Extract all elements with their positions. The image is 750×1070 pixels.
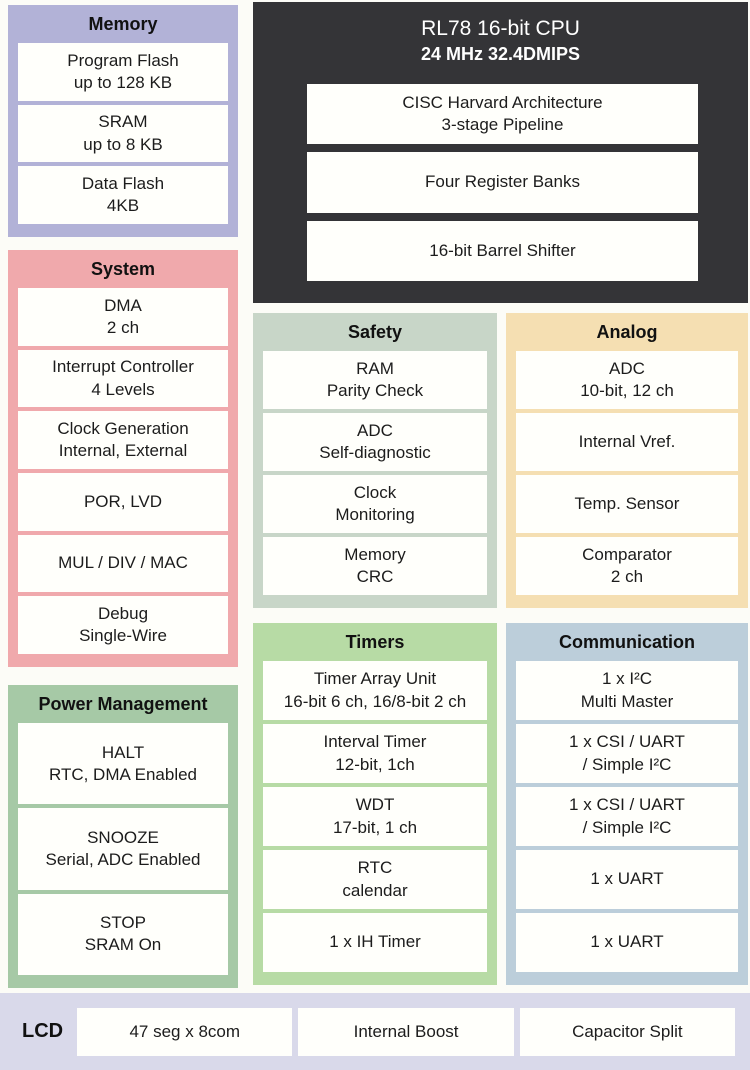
- system-item-clock-generation: Clock Generation Internal, External: [18, 411, 228, 470]
- safety-item-adc-self-diagnostic: ADC Self-diagnostic: [263, 413, 487, 471]
- analog-item-internal-vref: Internal Vref.: [516, 413, 738, 471]
- communication-item-i2c: 1 x I²C Multi Master: [516, 661, 738, 720]
- analog-item-temp-sensor: Temp. Sensor: [516, 475, 738, 533]
- system-item-interrupt-controller: Interrupt Controller 4 Levels: [18, 349, 228, 408]
- timers-cells: Timer Array Unit 16-bit 6 ch, 16/8-bit 2…: [253, 661, 497, 985]
- power-management-block: Power Management HALT RTC, DMA Enabled S…: [8, 685, 238, 988]
- power-management-block-title: Power Management: [38, 693, 208, 714]
- power-item-snooze: SNOOZE Serial, ADC Enabled: [18, 808, 228, 890]
- memory-item-data-flash: Data Flash 4KB: [18, 166, 228, 225]
- power-management-cells: HALT RTC, DMA Enabled SNOOZE Serial, ADC…: [8, 723, 238, 988]
- lcd-item-segments: 47 seg x 8com: [77, 1007, 293, 1056]
- timers-item-interval-timer: Interval Timer 12-bit, 1ch: [263, 724, 487, 783]
- system-item-mul-div-mac: MUL / DIV / MAC: [18, 534, 228, 593]
- communication-block-title: Communication: [558, 631, 695, 652]
- lcd-block-title: LCD: [22, 1020, 64, 1042]
- safety-item-ram-parity: RAM Parity Check: [263, 351, 487, 409]
- analog-block-title: Analog: [596, 321, 658, 342]
- cpu-feature-register-banks: Four Register Banks: [307, 152, 698, 213]
- cpu-title: RL78 16-bit CPU: [421, 17, 580, 40]
- system-item-por-lvd: POR, LVD: [18, 473, 228, 531]
- safety-block-title: Safety: [347, 321, 403, 342]
- cpu-features: CISC Harvard Architecture 3-stage Pipeli…: [253, 80, 748, 303]
- power-item-stop: STOP SRAM On: [18, 893, 228, 975]
- memory-item-sram: SRAM up to 8 KB: [18, 104, 228, 163]
- memory-block: Memory Program Flash up to 128 KB SRAM u…: [8, 5, 238, 237]
- communication-item-uart-2: 1 x UART: [516, 913, 738, 972]
- safety-item-clock-monitoring: Clock Monitoring: [263, 475, 487, 533]
- cpu-header: RL78 16-bit CPU 24 MHz 32.4DMIPS: [253, 2, 748, 80]
- analog-item-comparator: Comparator 2 ch: [516, 537, 738, 595]
- lcd-cells: 47 seg x 8com Internal Boost Capacitor S…: [77, 1007, 735, 1056]
- memory-block-title: Memory: [88, 13, 158, 34]
- cpu-feature-architecture: CISC Harvard Architecture 3-stage Pipeli…: [307, 84, 698, 145]
- timers-item-rtc: RTC calendar: [263, 850, 487, 909]
- lcd-block: LCD 47 seg x 8com Internal Boost Capacit…: [0, 993, 750, 1070]
- memory-item-program-flash: Program Flash up to 128 KB: [18, 43, 228, 101]
- timers-block: Timers Timer Array Unit 16-bit 6 ch, 16/…: [253, 623, 497, 985]
- safety-cells: RAM Parity Check ADC Self-diagnostic Clo…: [253, 351, 497, 608]
- cpu-feature-barrel-shifter: 16-bit Barrel Shifter: [307, 220, 698, 281]
- memory-cells: Program Flash up to 128 KB SRAM up to 8 …: [8, 43, 238, 237]
- timers-item-wdt: WDT 17-bit, 1 ch: [263, 787, 487, 846]
- communication-block: Communication 1 x I²C Multi Master 1 x C…: [506, 623, 748, 985]
- communication-cells: 1 x I²C Multi Master 1 x CSI / UART / Si…: [506, 661, 748, 985]
- system-block: System DMA 2 ch Interrupt Controller 4 L…: [8, 250, 238, 667]
- analog-cells: ADC 10-bit, 12 ch Internal Vref. Temp. S…: [506, 351, 748, 608]
- communication-item-csi-uart-1: 1 x CSI / UART / Simple I²C: [516, 724, 738, 783]
- lcd-item-internal-boost: Internal Boost: [298, 1007, 514, 1056]
- analog-item-adc: ADC 10-bit, 12 ch: [516, 351, 738, 409]
- cpu-block: RL78 16-bit CPU 24 MHz 32.4DMIPS CISC Ha…: [253, 2, 748, 303]
- safety-item-memory-crc: Memory CRC: [263, 537, 487, 595]
- power-item-halt: HALT RTC, DMA Enabled: [18, 723, 228, 805]
- system-block-title: System: [90, 258, 156, 279]
- analog-block: Analog ADC 10-bit, 12 ch Internal Vref. …: [506, 313, 748, 608]
- system-item-dma: DMA 2 ch: [18, 288, 228, 346]
- lcd-item-capacitor-split: Capacitor Split: [519, 1007, 735, 1056]
- timers-item-ih-timer: 1 x IH Timer: [263, 913, 487, 972]
- cpu-subtitle: 24 MHz 32.4DMIPS: [420, 44, 581, 64]
- system-cells: DMA 2 ch Interrupt Controller 4 Levels C…: [8, 288, 238, 667]
- timers-block-title: Timers: [345, 631, 405, 652]
- communication-item-csi-uart-2: 1 x CSI / UART / Simple I²C: [516, 787, 738, 846]
- timers-item-timer-array-unit: Timer Array Unit 16-bit 6 ch, 16/8-bit 2…: [263, 661, 487, 720]
- system-item-debug: Debug Single-Wire: [18, 596, 228, 655]
- communication-item-uart-1: 1 x UART: [516, 850, 738, 909]
- safety-block: Safety RAM Parity Check ADC Self-diagnos…: [253, 313, 497, 608]
